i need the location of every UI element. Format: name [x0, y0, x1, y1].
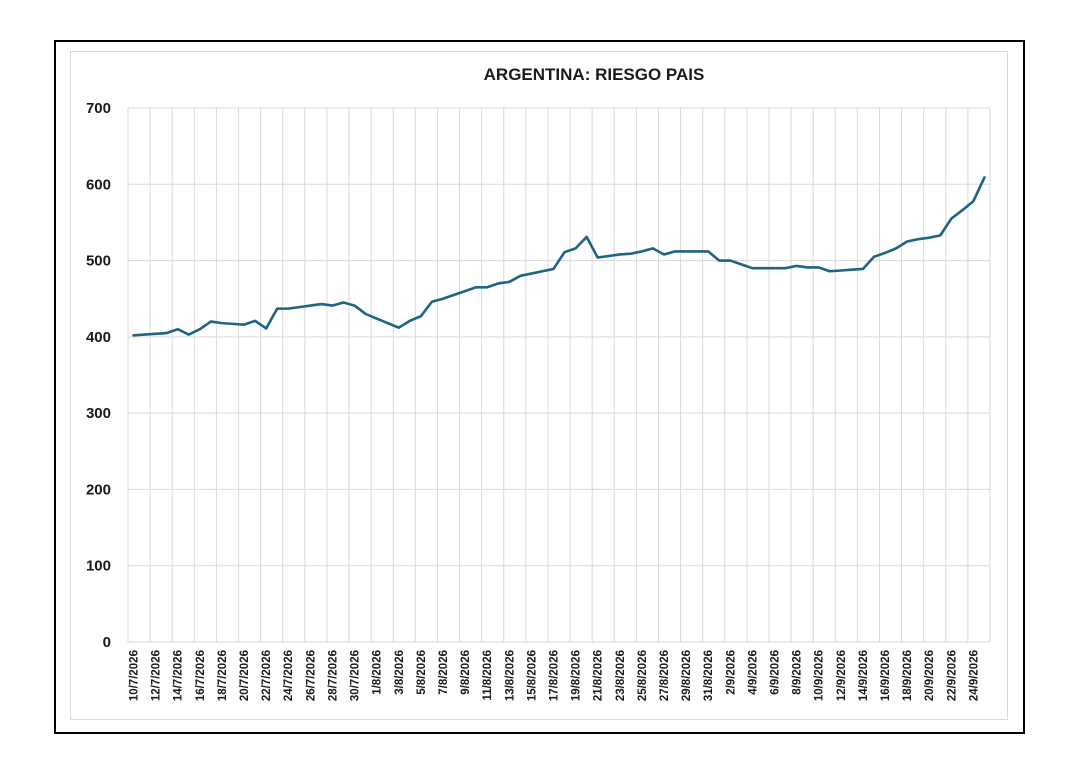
gridlines: [127, 107, 991, 643]
x-tick-label: 4/9/2026: [747, 650, 759, 695]
x-tick-label: 3/8/2026: [394, 650, 406, 695]
x-tick-label: 23/8/2026: [615, 650, 627, 701]
x-tick-label: 31/8/2026: [703, 650, 715, 701]
x-tick-label: 14/9/2026: [858, 650, 870, 701]
x-tick-label: 30/7/2026: [350, 650, 362, 701]
y-tick-label: 0: [103, 634, 111, 651]
x-tick-label: 17/8/2026: [548, 650, 560, 701]
x-tick-label: 16/9/2026: [880, 650, 892, 701]
x-tick-label: 18/7/2026: [217, 650, 229, 701]
x-tick-label: 20/9/2026: [924, 650, 936, 701]
chart-frame: [54, 40, 1025, 734]
chart-title: ARGENTINA: RIESGO PAIS: [484, 65, 705, 84]
x-tick-label: 18/9/2026: [902, 650, 914, 701]
y-tick-label: 100: [86, 558, 111, 575]
x-tick-label: 12/9/2026: [836, 650, 848, 701]
x-tick-label: 26/7/2026: [305, 650, 317, 701]
series-line: [132, 176, 986, 337]
y-tick-label: 400: [86, 329, 111, 346]
x-tick-label: 21/8/2026: [593, 650, 605, 701]
x-tick-label: 10/9/2026: [814, 650, 826, 701]
x-tick-label: 6/9/2026: [770, 650, 782, 695]
x-tick-label: 24/9/2026: [968, 650, 980, 701]
x-tick-label: 29/8/2026: [681, 650, 693, 701]
x-tick-label: 20/7/2026: [239, 650, 251, 701]
x-tick-label: 12/7/2026: [151, 650, 163, 701]
x-tick-label: 22/9/2026: [946, 650, 958, 701]
x-tick-label: 24/7/2026: [283, 650, 295, 701]
x-tick-label: 10/7/2026: [129, 650, 141, 701]
x-tick-label: 16/7/2026: [195, 650, 207, 701]
x-tick-label: 11/8/2026: [482, 650, 494, 701]
x-tick-label: 15/8/2026: [526, 650, 538, 701]
y-tick-label: 500: [86, 253, 111, 270]
x-tick-label: 8/9/2026: [792, 650, 804, 695]
y-tick-label: 600: [86, 176, 111, 193]
series-layer: [132, 176, 986, 337]
y-tick-label: 700: [86, 100, 111, 117]
x-tick-label: 25/8/2026: [637, 650, 649, 701]
y-axis-ticks: 0 100 200 300 400 500 600 700: [86, 100, 111, 651]
y-tick-label: 300: [86, 405, 111, 422]
chart-area: [70, 51, 1008, 720]
x-tick-label: 19/8/2026: [571, 650, 583, 701]
x-tick-label: 5/8/2026: [416, 650, 428, 695]
x-tick-label: 2/9/2026: [725, 650, 737, 695]
x-tick-label: 22/7/2026: [261, 650, 273, 701]
x-tick-label: 27/8/2026: [659, 650, 671, 701]
x-tick-label: 28/7/2026: [327, 650, 339, 701]
x-tick-label: 1/8/2026: [372, 650, 384, 695]
x-tick-label: 7/8/2026: [438, 650, 450, 695]
x-tick-label: 9/8/2026: [460, 650, 472, 695]
x-axis-ticks: 10/7/2026 12/7/2026 14/7/2026 16/7/2026 18/7…: [129, 650, 981, 701]
x-tick-label: 13/8/2026: [504, 650, 516, 701]
x-tick-label: 14/7/2026: [173, 650, 185, 701]
y-tick-label: 200: [86, 481, 111, 498]
